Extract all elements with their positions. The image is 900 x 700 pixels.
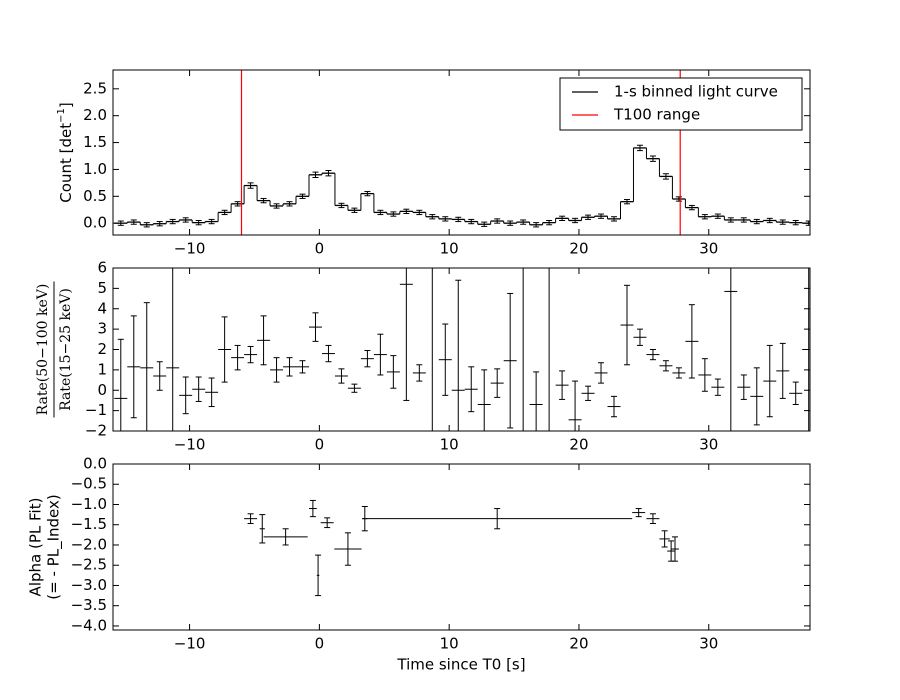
y-tick-label: 1 [97, 360, 107, 378]
y-label-denominator: Rate(15−25 keV) [58, 288, 74, 411]
x-tick-label: 20 [569, 436, 588, 454]
y-tick-label: −2.5 [71, 556, 107, 574]
y-tick-label: 2 [97, 340, 107, 358]
y-tick-label: 2.0 [83, 106, 107, 124]
y-tick-label: 2.5 [83, 79, 107, 97]
y-tick-label: −3.5 [71, 596, 107, 614]
x-tick-label: 10 [440, 240, 459, 258]
legend-label: T100 range [613, 106, 700, 124]
y-label-numerator: Rate(50−100 keV) [35, 284, 51, 416]
x-tick-label: 20 [569, 240, 588, 258]
x-tick-label: 30 [699, 240, 718, 258]
legend-label: 1-s binned light curve [614, 83, 778, 101]
y-tick-label: −2 [85, 422, 107, 440]
y-tick-label: −4.0 [71, 616, 107, 634]
y-tick-label: 0.0 [83, 455, 107, 473]
y-tick-label: 0 [97, 381, 107, 399]
y-axis-label: Alpha (PL Fit) [27, 498, 45, 597]
y-tick-label: 6 [97, 259, 107, 277]
plot-area [114, 268, 810, 431]
y-tick-label: 0.5 [83, 187, 107, 205]
x-tick-label: 0 [315, 635, 325, 653]
axes-frame [112, 463, 811, 631]
y-axis-label-part: −1 [56, 108, 67, 123]
x-axis-label: Time since T0 [s] [396, 656, 525, 674]
y-axis-label: (= - PL_Index) [45, 494, 64, 599]
x-tick-label: 0 [315, 240, 325, 258]
x-tick-label: 30 [699, 436, 718, 454]
y-axis-label: Rate(50−100 keV) Rate(15−25 keV) [35, 281, 74, 418]
x-tick-label: 20 [569, 635, 588, 653]
x-tick-label: −10 [174, 635, 206, 653]
y-tick-label: −1.0 [71, 495, 107, 513]
x-tick-label: 10 [440, 635, 459, 653]
y-tick-label: 1.0 [83, 160, 107, 178]
x-tick-label: 0 [315, 436, 325, 454]
y-tick-label: −1 [85, 401, 107, 419]
y-tick-label: 5 [97, 279, 107, 297]
plot-area [114, 70, 810, 235]
y-axis-label-part: ] [57, 102, 75, 108]
y-tick-label: −2.0 [71, 535, 107, 553]
y-tick-label: −0.5 [71, 475, 107, 493]
axes-frame [112, 69, 811, 236]
y-tick-label: −1.5 [71, 515, 107, 533]
axes-frame [112, 267, 811, 432]
x-tick-label: 30 [699, 635, 718, 653]
y-tick-label: 1.5 [83, 133, 107, 151]
x-tick-label: −10 [174, 240, 206, 258]
plot-area [244, 499, 679, 597]
x-tick-label: 10 [440, 436, 459, 454]
x-tick-label: −10 [174, 436, 206, 454]
y-tick-label: −3.0 [71, 576, 107, 594]
legend-box [559, 77, 803, 131]
y-axis-label-part: Count [det [57, 123, 75, 203]
y-axis-label: Count [det−1] [56, 102, 75, 202]
y-tick-label: 0.0 [83, 214, 107, 232]
y-tick-label: 4 [97, 299, 107, 317]
y-tick-label: 3 [97, 320, 107, 338]
